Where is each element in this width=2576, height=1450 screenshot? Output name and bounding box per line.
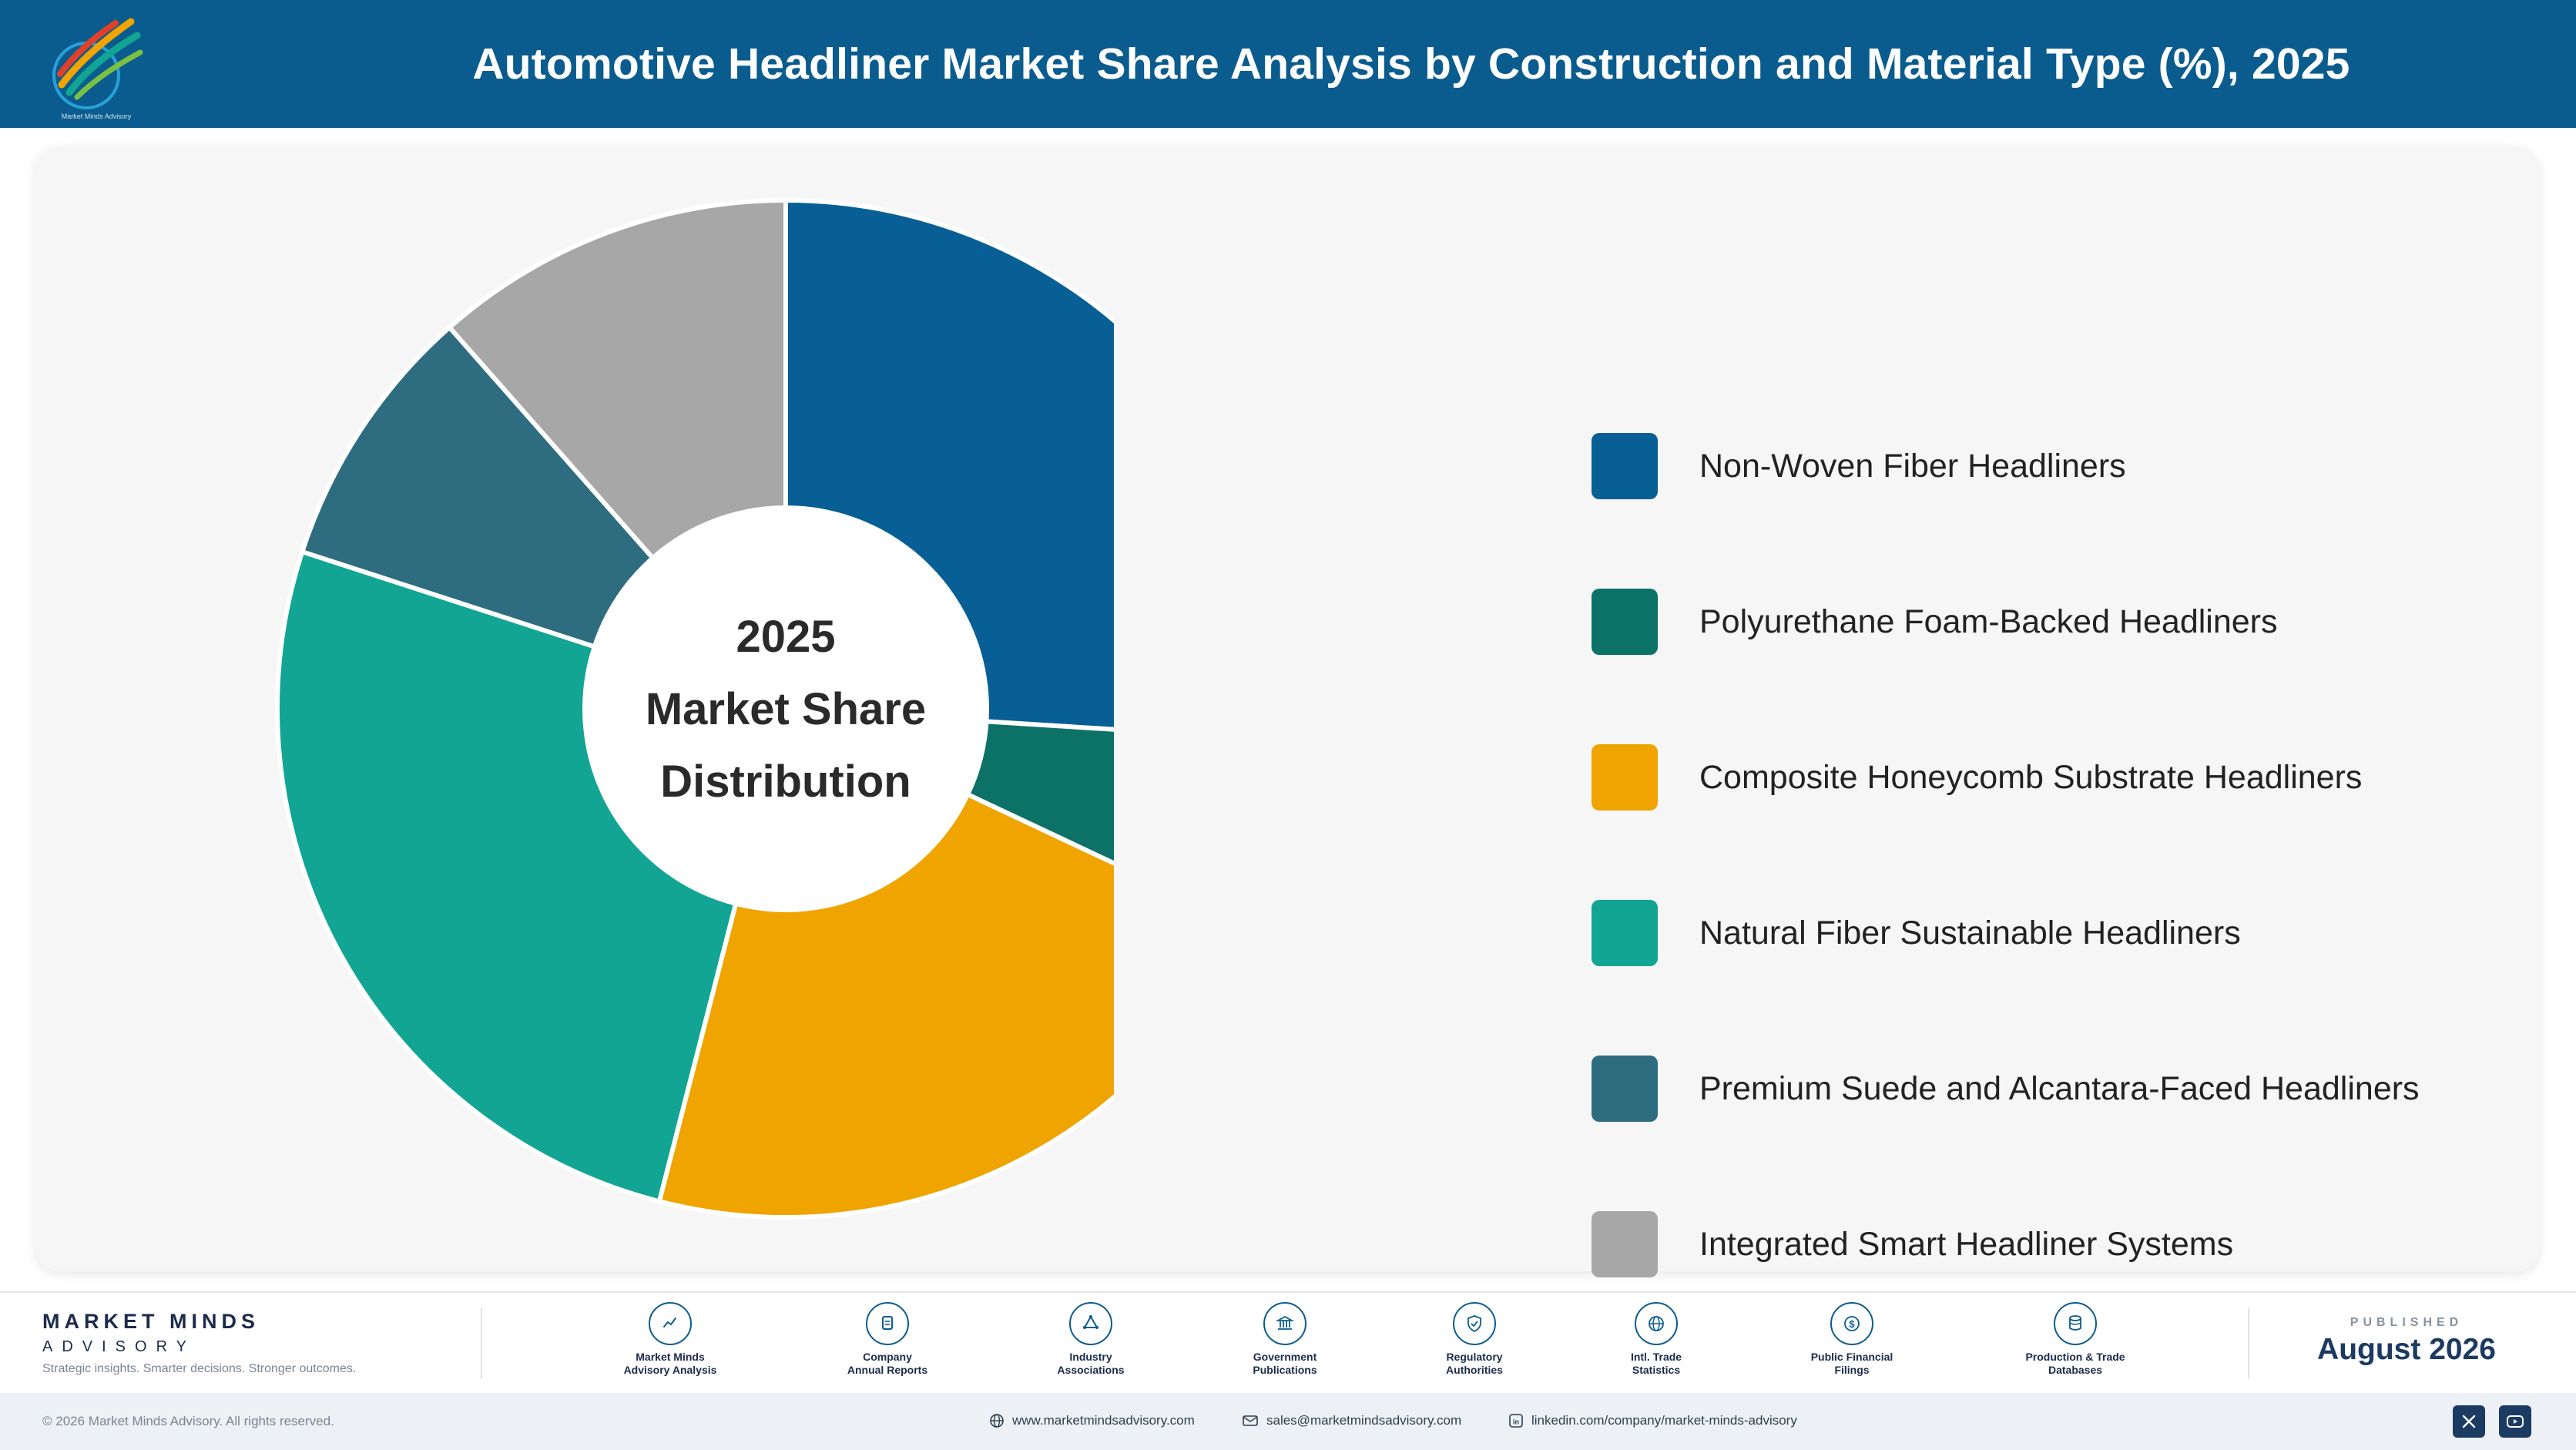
legend-label: Natural Fiber Sustainable Headliners [1699, 914, 2241, 952]
source-label: Market Minds Advisory Analysis [623, 1351, 717, 1376]
source-label: Regulatory Authorities [1446, 1351, 1503, 1376]
footer: MARKET MINDS ADVISORY Strategic insights… [0, 1291, 2576, 1393]
email-text: sales@marketmindsadvisory.com [1266, 1413, 1462, 1428]
center-label-line-2: Market Share [646, 684, 926, 734]
source-item[interactable]: Industry Associations [1014, 1302, 1168, 1377]
legend-item[interactable]: Integrated Smart Headliner Systems [1592, 1210, 2516, 1279]
email-link[interactable]: sales@marketmindsadvisory.com [1242, 1413, 1461, 1428]
government-building-icon [1263, 1302, 1306, 1345]
x-icon[interactable] [2453, 1405, 2485, 1438]
linkedin-link[interactable]: in linkedin.com/company/market-minds-adv… [1508, 1413, 1797, 1428]
legend-label: Premium Suede and Alcantara-Faced Headli… [1699, 1069, 2420, 1107]
footer-divider [2248, 1308, 2249, 1379]
copyright: © 2026 Market Minds Advisory. All rights… [42, 1414, 334, 1428]
brand-tagline: Strategic insights. Smarter decisions. S… [42, 1362, 357, 1375]
legend-item[interactable]: Non-Woven Fiber Headliners [1592, 431, 2516, 501]
page-title: Automotive Headliner Market Share Analys… [472, 39, 2350, 89]
logo-caption: Market Minds Advisory [62, 112, 132, 120]
header-bar: Market Minds Advisory Automotive Headlin… [0, 0, 2576, 128]
linkedin-text: linkedin.com/company/market-minds-adviso… [1531, 1413, 1797, 1428]
legend-item[interactable]: Premium Suede and Alcantara-Faced Headli… [1592, 1054, 2516, 1123]
published-label: PUBLISHED [2350, 1316, 2464, 1329]
brand-sub: ADVISORY [42, 1338, 196, 1355]
source-item[interactable]: $ Public Financial Filings [1775, 1302, 1929, 1377]
network-icon [1069, 1302, 1112, 1345]
legend-item[interactable]: Composite Honeycomb Substrate Headliners [1592, 743, 2516, 812]
center-label-line-1: 2025 [736, 612, 835, 662]
source-item[interactable]: Regulatory Authorities [1397, 1302, 1551, 1377]
source-item[interactable]: Government Publications [1208, 1302, 1362, 1377]
youtube-icon[interactable] [2499, 1405, 2531, 1438]
dollar-coin-icon: $ [1830, 1302, 1873, 1345]
website-text: www.marketmindsadvisory.com [1012, 1413, 1195, 1428]
website-link[interactable]: www.marketmindsadvisory.com [989, 1413, 1195, 1428]
legend-label: Polyurethane Foam-Backed Headliners [1699, 602, 2278, 640]
legend-label: Integrated Smart Headliner Systems [1699, 1225, 2234, 1263]
document-icon [866, 1302, 909, 1345]
globe-icon [990, 1414, 1004, 1428]
source-item[interactable]: Company Annual Reports [810, 1302, 964, 1377]
globe-icon [1635, 1302, 1678, 1345]
donut-chart: 2025 Market Share Distribution [275, 198, 1114, 1220]
legend-item[interactable]: Natural Fiber Sustainable Headliners [1592, 898, 2516, 968]
brand-name: MARKET MINDS [42, 1310, 260, 1333]
mail-icon [1243, 1415, 1258, 1426]
legend-label: Non-Woven Fiber Headliners [1699, 447, 2126, 485]
center-label-line-3: Distribution [660, 757, 911, 807]
chart-card: 2025 Market Share Distribution Non-Woven F… [35, 146, 2539, 1277]
database-icon [2054, 1302, 2097, 1345]
source-item[interactable]: Intl. Trade Statistics [1579, 1302, 1733, 1377]
donut-hole [582, 505, 989, 912]
source-label: Industry Associations [1057, 1351, 1125, 1376]
svg-text:in: in [1513, 1418, 1519, 1426]
footer-divider [481, 1308, 482, 1379]
source-label: Production & Trade Databases [2025, 1351, 2125, 1376]
source-label: Government Publications [1253, 1351, 1317, 1376]
legend-swatch [1592, 744, 1658, 811]
source-label: Intl. Trade Statistics [1630, 1351, 1682, 1376]
legend-swatch [1592, 589, 1658, 655]
legend-swatch [1592, 433, 1658, 499]
pencils-logo-icon[interactable]: Market Minds Advisory [39, 8, 154, 123]
published-block: PUBLISHED August 2026 [2306, 1316, 2507, 1367]
bottom-bar: © 2026 Market Minds Advisory. All rights… [0, 1393, 2576, 1450]
source-label: Public Financial Filings [1810, 1351, 1893, 1376]
published-date: August 2026 [2317, 1333, 2496, 1366]
brand: MARKET MINDS ADVISORY Strategic insights… [42, 1310, 356, 1376]
legend-swatch [1592, 1056, 1658, 1122]
source-item[interactable]: Market Minds Advisory Analysis [593, 1302, 747, 1377]
legend-label: Composite Honeycomb Substrate Headliners [1699, 758, 2363, 796]
legend-swatch [1592, 1211, 1658, 1277]
legend-item[interactable]: Polyurethane Foam-Backed Headliners [1592, 587, 2516, 656]
source-item[interactable]: Production & Trade Databases [1998, 1302, 2152, 1377]
linkedin-icon: in [1509, 1414, 1523, 1428]
source-label: Company Annual Reports [847, 1351, 928, 1376]
trend-chart-icon [649, 1302, 692, 1345]
legend-swatch [1592, 900, 1658, 966]
svg-text:$: $ [1849, 1318, 1855, 1330]
shield-check-icon [1453, 1302, 1496, 1345]
